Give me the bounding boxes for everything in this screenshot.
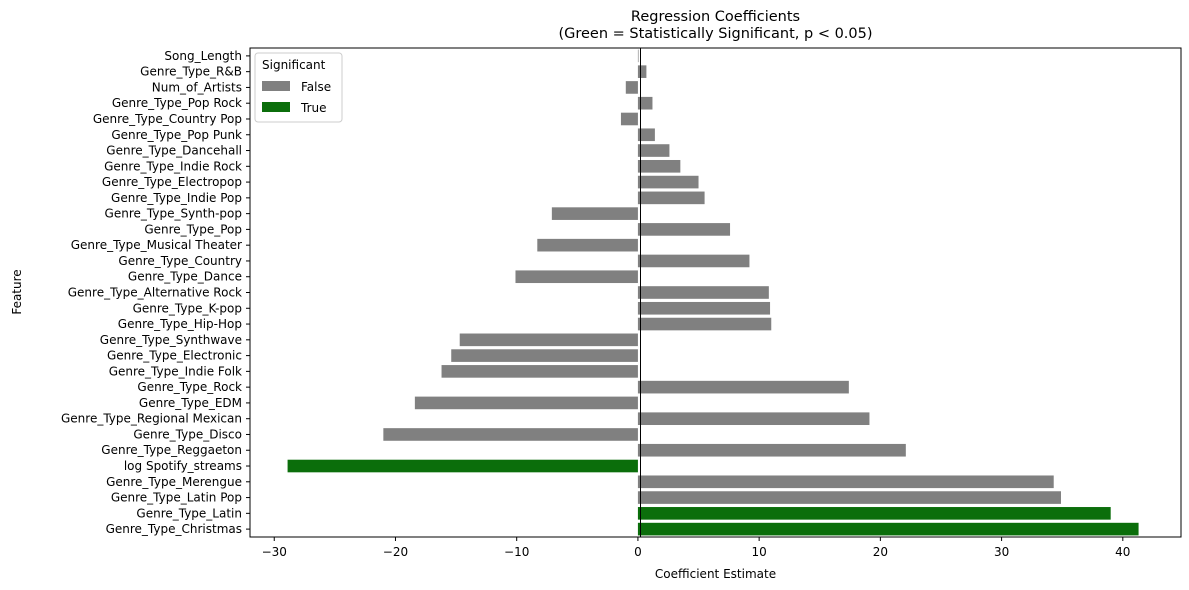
y-tick-label: Genre_Type_Country: [118, 254, 242, 268]
x-tick-label: −30: [262, 545, 287, 559]
x-tick-label: 0: [634, 545, 642, 559]
bar: [637, 191, 705, 205]
x-tick-label: 40: [1115, 545, 1130, 559]
bar: [620, 112, 638, 126]
bar: [637, 223, 731, 236]
y-tick-label: Genre_Type_Alternative Rock: [68, 286, 242, 300]
bar: [637, 380, 849, 394]
y-tick-label: Genre_Type_Regional Mexican: [61, 412, 242, 426]
y-tick-label: Genre_Type_Reggaeton: [101, 443, 242, 457]
y-tick-label: Genre_Type_Synth-pop: [105, 207, 242, 221]
y-tick-label: log Spotify_streams: [124, 459, 242, 473]
bar: [537, 238, 638, 252]
bar: [637, 443, 906, 457]
bar: [383, 428, 638, 441]
bar: [637, 522, 1139, 536]
bar: [441, 365, 638, 378]
x-tick-label: −10: [504, 545, 529, 559]
y-tick-label: Genre_Type_Electronic: [107, 349, 242, 363]
x-axis-label: Coefficient Estimate: [655, 567, 776, 581]
y-tick-label: Num_of_Artists: [152, 80, 242, 94]
y-tick-label: Genre_Type_Merengue: [106, 475, 242, 489]
bar: [637, 491, 1061, 504]
plot-frame: [249, 47, 1182, 538]
legend-swatch-false: [262, 81, 290, 91]
bar: [551, 207, 638, 220]
bar: [637, 301, 771, 315]
x-tick-label: −20: [383, 545, 408, 559]
y-tick-label: Genre_Type_Pop: [144, 222, 242, 236]
legend-label-false: False: [301, 80, 331, 94]
y-tick-label: Genre_Type_EDM: [139, 396, 242, 410]
x-tick-label: 30: [994, 545, 1009, 559]
y-tick-label: Genre_Type_Pop Punk: [111, 128, 242, 142]
y-tick-label: Genre_Type_Dance: [128, 270, 242, 284]
bar: [637, 144, 670, 157]
legend-label-true: True: [300, 101, 327, 115]
bar: [637, 96, 653, 110]
x-tick-label: 10: [752, 545, 767, 559]
y-tick-label: Genre_Type_Indie Folk: [109, 364, 242, 378]
bar: [637, 475, 1054, 489]
bar-group: [287, 49, 1139, 536]
y-tick-label: Genre_Type_Hip-Hop: [118, 317, 242, 331]
bar: [287, 459, 638, 473]
bar: [637, 507, 1111, 520]
y-tick-label: Genre_Type_Dancehall: [106, 144, 242, 158]
chart-subtitle: (Green = Statistically Significant, p < …: [558, 26, 872, 42]
bar: [637, 317, 772, 331]
y-tick-label: Genre_Type_Latin Pop: [111, 491, 242, 505]
bar: [637, 65, 647, 78]
y-tick-label: Genre_Type_Christmas: [106, 522, 242, 536]
y-tick-label: Genre_Type_Synthwave: [100, 333, 242, 347]
y-tick-label: Genre_Type_Rock: [137, 380, 242, 394]
y-tick-label: Genre_Type_Musical Theater: [71, 238, 242, 252]
bar: [459, 333, 638, 347]
y-tick-label: Genre_Type_Indie Rock: [104, 159, 242, 173]
bar: [625, 81, 638, 94]
bar: [637, 128, 655, 142]
legend: Significant False True: [254, 52, 343, 123]
x-axis-ticks: −30 −20 −10 0 10 20 30 40: [262, 537, 1130, 559]
legend-title: Significant: [262, 58, 326, 72]
y-tick-label: Genre_Type_Pop Rock: [112, 96, 242, 110]
y-tick-label: Song_Length: [164, 49, 242, 63]
bar: [637, 49, 639, 63]
y-tick-label: Genre_Type_Electropop: [102, 175, 242, 189]
bar: [414, 396, 638, 410]
bar: [515, 270, 638, 284]
chart-title: Regression Coefficients: [631, 9, 800, 25]
y-tick-label: Genre_Type_R&B: [140, 65, 242, 79]
y-tick-label: Genre_Type_Country Pop: [93, 112, 242, 126]
y-tick-label: Genre_Type_Indie Pop: [111, 191, 242, 205]
bar: [637, 412, 870, 426]
x-tick-label: 20: [873, 545, 888, 559]
bar: [637, 286, 769, 299]
bar: [637, 159, 681, 173]
bar: [637, 254, 750, 268]
legend-swatch-true: [262, 102, 290, 112]
y-tick-label: Genre_Type_Latin: [136, 506, 242, 520]
bar: [637, 175, 699, 189]
y-tick-label: Genre_Type_K-pop: [133, 301, 242, 315]
y-axis-label: Feature: [10, 269, 24, 314]
y-tick-label: Genre_Type_Disco: [133, 427, 242, 441]
bar: [451, 349, 638, 362]
